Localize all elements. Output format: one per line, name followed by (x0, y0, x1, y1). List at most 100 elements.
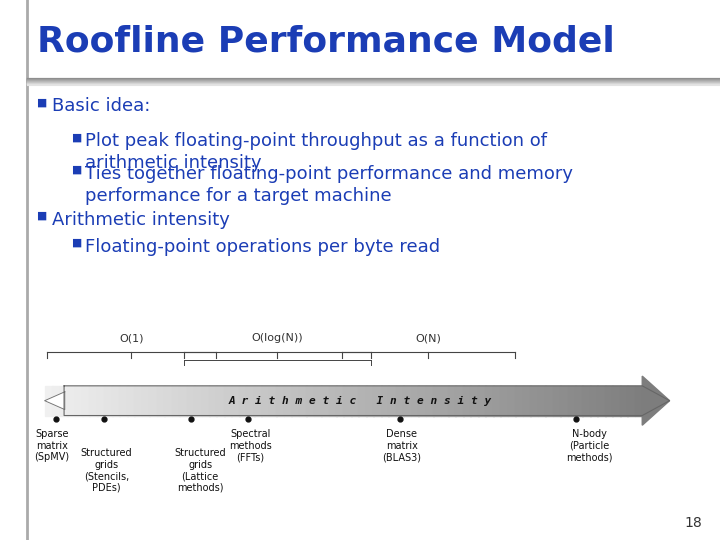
Text: ■: ■ (36, 211, 46, 221)
Bar (328, 386, 337, 416)
Bar (351, 386, 359, 416)
Bar (627, 386, 636, 416)
Bar (45, 386, 53, 416)
Bar (567, 386, 576, 416)
Bar (403, 386, 411, 416)
Bar (239, 386, 247, 416)
Text: ■: ■ (71, 132, 81, 143)
Bar (448, 386, 456, 416)
Bar (381, 386, 389, 416)
Bar (500, 386, 508, 416)
Bar (299, 386, 307, 416)
Bar (75, 386, 83, 416)
Bar (545, 386, 554, 416)
Bar (538, 386, 546, 416)
Bar (456, 386, 464, 416)
Bar (426, 386, 433, 416)
Text: Structured
grids
(Lattice
methods): Structured grids (Lattice methods) (174, 448, 226, 493)
Text: Sparse
matrix
(SpMV): Sparse matrix (SpMV) (35, 429, 69, 462)
Bar (231, 386, 240, 416)
Bar (598, 386, 606, 416)
Bar (523, 386, 531, 416)
Text: Structured
grids
(Stencils,
PDEs): Structured grids (Stencils, PDEs) (81, 448, 132, 493)
Bar (224, 386, 232, 416)
Bar (171, 386, 180, 416)
Bar (374, 386, 382, 416)
Bar (217, 386, 225, 416)
Bar (306, 386, 315, 416)
Bar (52, 386, 60, 416)
Bar (575, 386, 583, 416)
Text: Basic idea:: Basic idea: (52, 97, 150, 115)
Bar (560, 386, 568, 416)
Text: Dense
matrix
(BLAS3): Dense matrix (BLAS3) (382, 429, 421, 462)
Polygon shape (45, 392, 65, 409)
Text: ■: ■ (71, 165, 81, 175)
Bar (209, 386, 217, 416)
Bar (366, 386, 374, 416)
Bar (359, 386, 366, 416)
Text: 18: 18 (684, 516, 702, 530)
Bar (246, 386, 255, 416)
Bar (321, 386, 329, 416)
Bar (186, 386, 194, 416)
Bar (493, 386, 501, 416)
Text: Roofline Performance Model: Roofline Performance Model (37, 24, 615, 58)
Text: ■: ■ (71, 238, 81, 248)
Bar (590, 386, 598, 416)
Bar (104, 386, 112, 416)
Bar (553, 386, 561, 416)
Bar (67, 386, 75, 416)
Bar (336, 386, 344, 416)
Bar (253, 386, 262, 416)
Bar (485, 386, 494, 416)
Bar (261, 386, 269, 416)
Text: Spectral
methods
(FFTs): Spectral methods (FFTs) (229, 429, 272, 462)
Bar (463, 386, 471, 416)
Text: O(N): O(N) (415, 333, 441, 343)
Bar (157, 386, 165, 416)
Bar (82, 386, 90, 416)
Polygon shape (642, 376, 670, 426)
Bar (202, 386, 210, 416)
Bar (97, 386, 105, 416)
Bar (284, 386, 292, 416)
Bar (605, 386, 613, 416)
Text: ■: ■ (36, 97, 46, 107)
Bar (418, 386, 426, 416)
Bar (635, 386, 643, 416)
Bar (396, 386, 404, 416)
Text: Floating-point operations per byte read: Floating-point operations per byte read (85, 238, 440, 255)
Bar (478, 386, 486, 416)
Bar (433, 386, 441, 416)
Bar (470, 386, 479, 416)
Bar (620, 386, 628, 416)
Bar (441, 386, 449, 416)
Text: Ties together floating-point performance and memory
performance for a target mac: Ties together floating-point performance… (85, 165, 573, 205)
Text: O(log(N)): O(log(N)) (251, 333, 303, 343)
Bar (164, 386, 172, 416)
Bar (388, 386, 397, 416)
Bar (343, 386, 351, 416)
Text: A r i t h m e t i c   I n t e n s i t y: A r i t h m e t i c I n t e n s i t y (228, 396, 492, 406)
Bar (276, 386, 284, 416)
Bar (134, 386, 143, 416)
Bar (149, 386, 158, 416)
Bar (269, 386, 277, 416)
Bar (612, 386, 621, 416)
Bar (516, 386, 523, 416)
Bar (179, 386, 187, 416)
Bar (291, 386, 300, 416)
Bar (120, 386, 127, 416)
Bar (530, 386, 539, 416)
Text: O(1): O(1) (119, 333, 144, 343)
Text: N-body
(Particle
methods): N-body (Particle methods) (566, 429, 612, 462)
Text: Arithmetic intensity: Arithmetic intensity (52, 211, 230, 228)
Bar (508, 386, 516, 416)
Bar (142, 386, 150, 416)
Bar (89, 386, 98, 416)
Bar (410, 386, 419, 416)
Bar (112, 386, 120, 416)
Bar (314, 386, 322, 416)
Bar (582, 386, 590, 416)
